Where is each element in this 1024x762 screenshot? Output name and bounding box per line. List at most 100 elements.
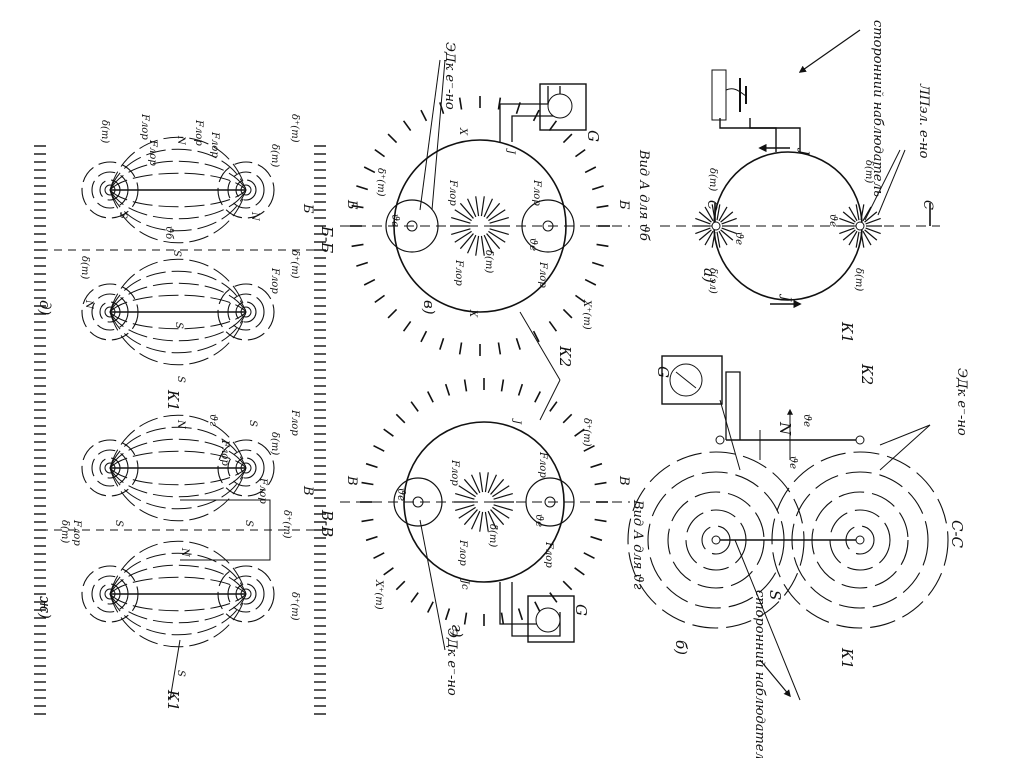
panel_g-label: Fлор (457, 539, 468, 566)
panel_g-label: Jс (459, 578, 470, 590)
panel-v-letter: в) (420, 300, 438, 315)
panel_d-label: S (173, 322, 184, 329)
radial-burst-right (838, 204, 882, 248)
section-mark: В (300, 485, 315, 496)
panel_zh-label: Fлор (219, 439, 230, 466)
gauge-dial (547, 93, 573, 119)
panel_zh-label: δ(m) (59, 520, 70, 543)
ring-k2-label: К2 (556, 345, 574, 367)
panel_g-label: Fлор (537, 451, 548, 478)
panel_g-label: J (511, 418, 522, 425)
section-mark: Б (300, 203, 315, 214)
panel_v-label: X (457, 127, 468, 136)
panel_v-label: Fлор (531, 179, 542, 206)
section-mark-b: Б (616, 199, 631, 210)
panel_v-label: X (467, 309, 478, 318)
panel-g-letter: г) (448, 624, 466, 638)
panel-d-letter: д) (36, 300, 54, 316)
panel_zh-label: Fлор (257, 477, 268, 504)
section-title-bb: Б-Б (318, 225, 336, 253)
panel_d-label: δ⁺(m) (289, 250, 300, 279)
panel_g-label: δ(m) (487, 524, 498, 547)
eds-label-g: ЭДк е⁻-но (444, 628, 459, 696)
eds-label-b: ЭДк е⁻-но (954, 368, 969, 436)
panel_d-label: δ⁺(m) (289, 114, 300, 143)
panel_d-label: S (175, 376, 186, 383)
gauge-g-body2 (527, 595, 575, 643)
battery-source (711, 69, 801, 152)
flux-label: δ(эл) (707, 268, 718, 294)
eds-label: ЛПэл. е-но (916, 83, 931, 159)
radial-burst-left (694, 204, 738, 248)
section-mark-c-top: С (920, 200, 935, 210)
panel_v-label: δ⁺(m) (375, 168, 386, 197)
panel_zh-label: δ⁺(m) (289, 592, 300, 621)
panel_v-label: Fлор (447, 179, 458, 206)
ring-k1-label-e: К1 (164, 389, 182, 411)
panel_d-label: N (175, 135, 186, 146)
panel_zh-label: δ⁺(m) (281, 510, 292, 539)
observer-arrow-b (759, 659, 791, 698)
panel_zh-label: S (113, 520, 124, 527)
panel_d-label: ϑб (163, 226, 174, 240)
panel_zh-label: S (175, 670, 186, 677)
flux-label: δ(m) (853, 268, 864, 291)
panel_v-label: Fлор (537, 261, 548, 288)
panel_d-label: δ(m) (79, 256, 90, 279)
velocity-label: ϑe (733, 232, 744, 245)
panel_v-label: ϑe (527, 238, 538, 251)
gauge-label: G (584, 130, 602, 142)
electron-dot (855, 221, 865, 231)
panel-v: в) Вид А для ϑб Б Б ЭДк е⁻-но G Fлор Fлор… (340, 42, 651, 381)
panel-g: г) Вид А для ϑг В В К2 ЭДк е⁻-но G Fлор F… (340, 345, 645, 696)
ring-k1-label-b: К1 (838, 647, 856, 669)
panel_g-label: ϑe (533, 514, 544, 527)
panel_d-label: S (171, 250, 182, 257)
flux-label: δ(m) (707, 168, 718, 191)
panel_d-label: Fлор (147, 139, 158, 166)
panel_g-label: Fлор (449, 459, 460, 486)
gauge-v-body (539, 83, 587, 131)
panel_d-label: N (249, 211, 260, 222)
south-pole: S (766, 590, 784, 600)
panel_v-label: Fлор (453, 259, 464, 286)
panel_v-label: ϑe (389, 214, 400, 227)
ring-k2-label-b: К2 (858, 363, 876, 385)
panel_d-label: δ(m) (269, 144, 280, 167)
panel-d: д) Б-Б Б δ⁺(m)δ(m)FлорFлорFлорFлорδ(m)ϑб… (36, 113, 336, 383)
panel_d-label: δ(m) (99, 120, 110, 143)
section-mark-v: В (344, 475, 359, 486)
current-label-top: J (796, 147, 811, 156)
central-burst (454, 472, 514, 532)
panel_d-label: Fлор (209, 131, 220, 158)
section-mark-b: Б (344, 199, 359, 210)
ring-k1-label-zh: К1 (164, 689, 182, 711)
gauge-dial (535, 607, 561, 633)
electron-dot (711, 221, 721, 231)
panel_zh-label: N (179, 547, 190, 558)
panel-b-letter: б) (672, 640, 690, 655)
panel-a-letter: а) (700, 268, 718, 283)
view-a-label: Вид А для ϑб (636, 149, 651, 241)
panel-zh: ж) В-В В К1 К1 Fлор Fлор ϑг δ⁺(m) δ(m) δ⁺(m) F… (36, 389, 336, 711)
panel_g-label: X⁺(m) (373, 579, 384, 610)
panel_g-label: δ⁺(m) (581, 418, 592, 447)
panel_zh-label: δ(m) (269, 432, 280, 455)
panel_g-label: ϑe (395, 488, 406, 501)
view-a-label-g: Вид А для ϑг (630, 499, 645, 590)
section-title: С-С (948, 520, 966, 549)
dipole-field-upper (81, 414, 275, 522)
velocity-label: ϑe (801, 414, 812, 427)
panel_g-label: Fлор (543, 541, 554, 568)
panel_zh-label: S (243, 520, 254, 527)
panel_zh-label: Fлор (71, 519, 82, 546)
panel-a: а) сторонний наблюдатель ЛПэл. е-но К1 J… (660, 20, 940, 343)
panel_zh-label: N (175, 419, 186, 430)
panel_d-label: Fлор (269, 267, 280, 294)
panel_zh-label: S (247, 420, 258, 427)
panel-zh-letter: ж) (36, 596, 54, 619)
tick-field-left-column (34, 145, 326, 715)
panel_v-label: δ(m) (483, 250, 494, 273)
